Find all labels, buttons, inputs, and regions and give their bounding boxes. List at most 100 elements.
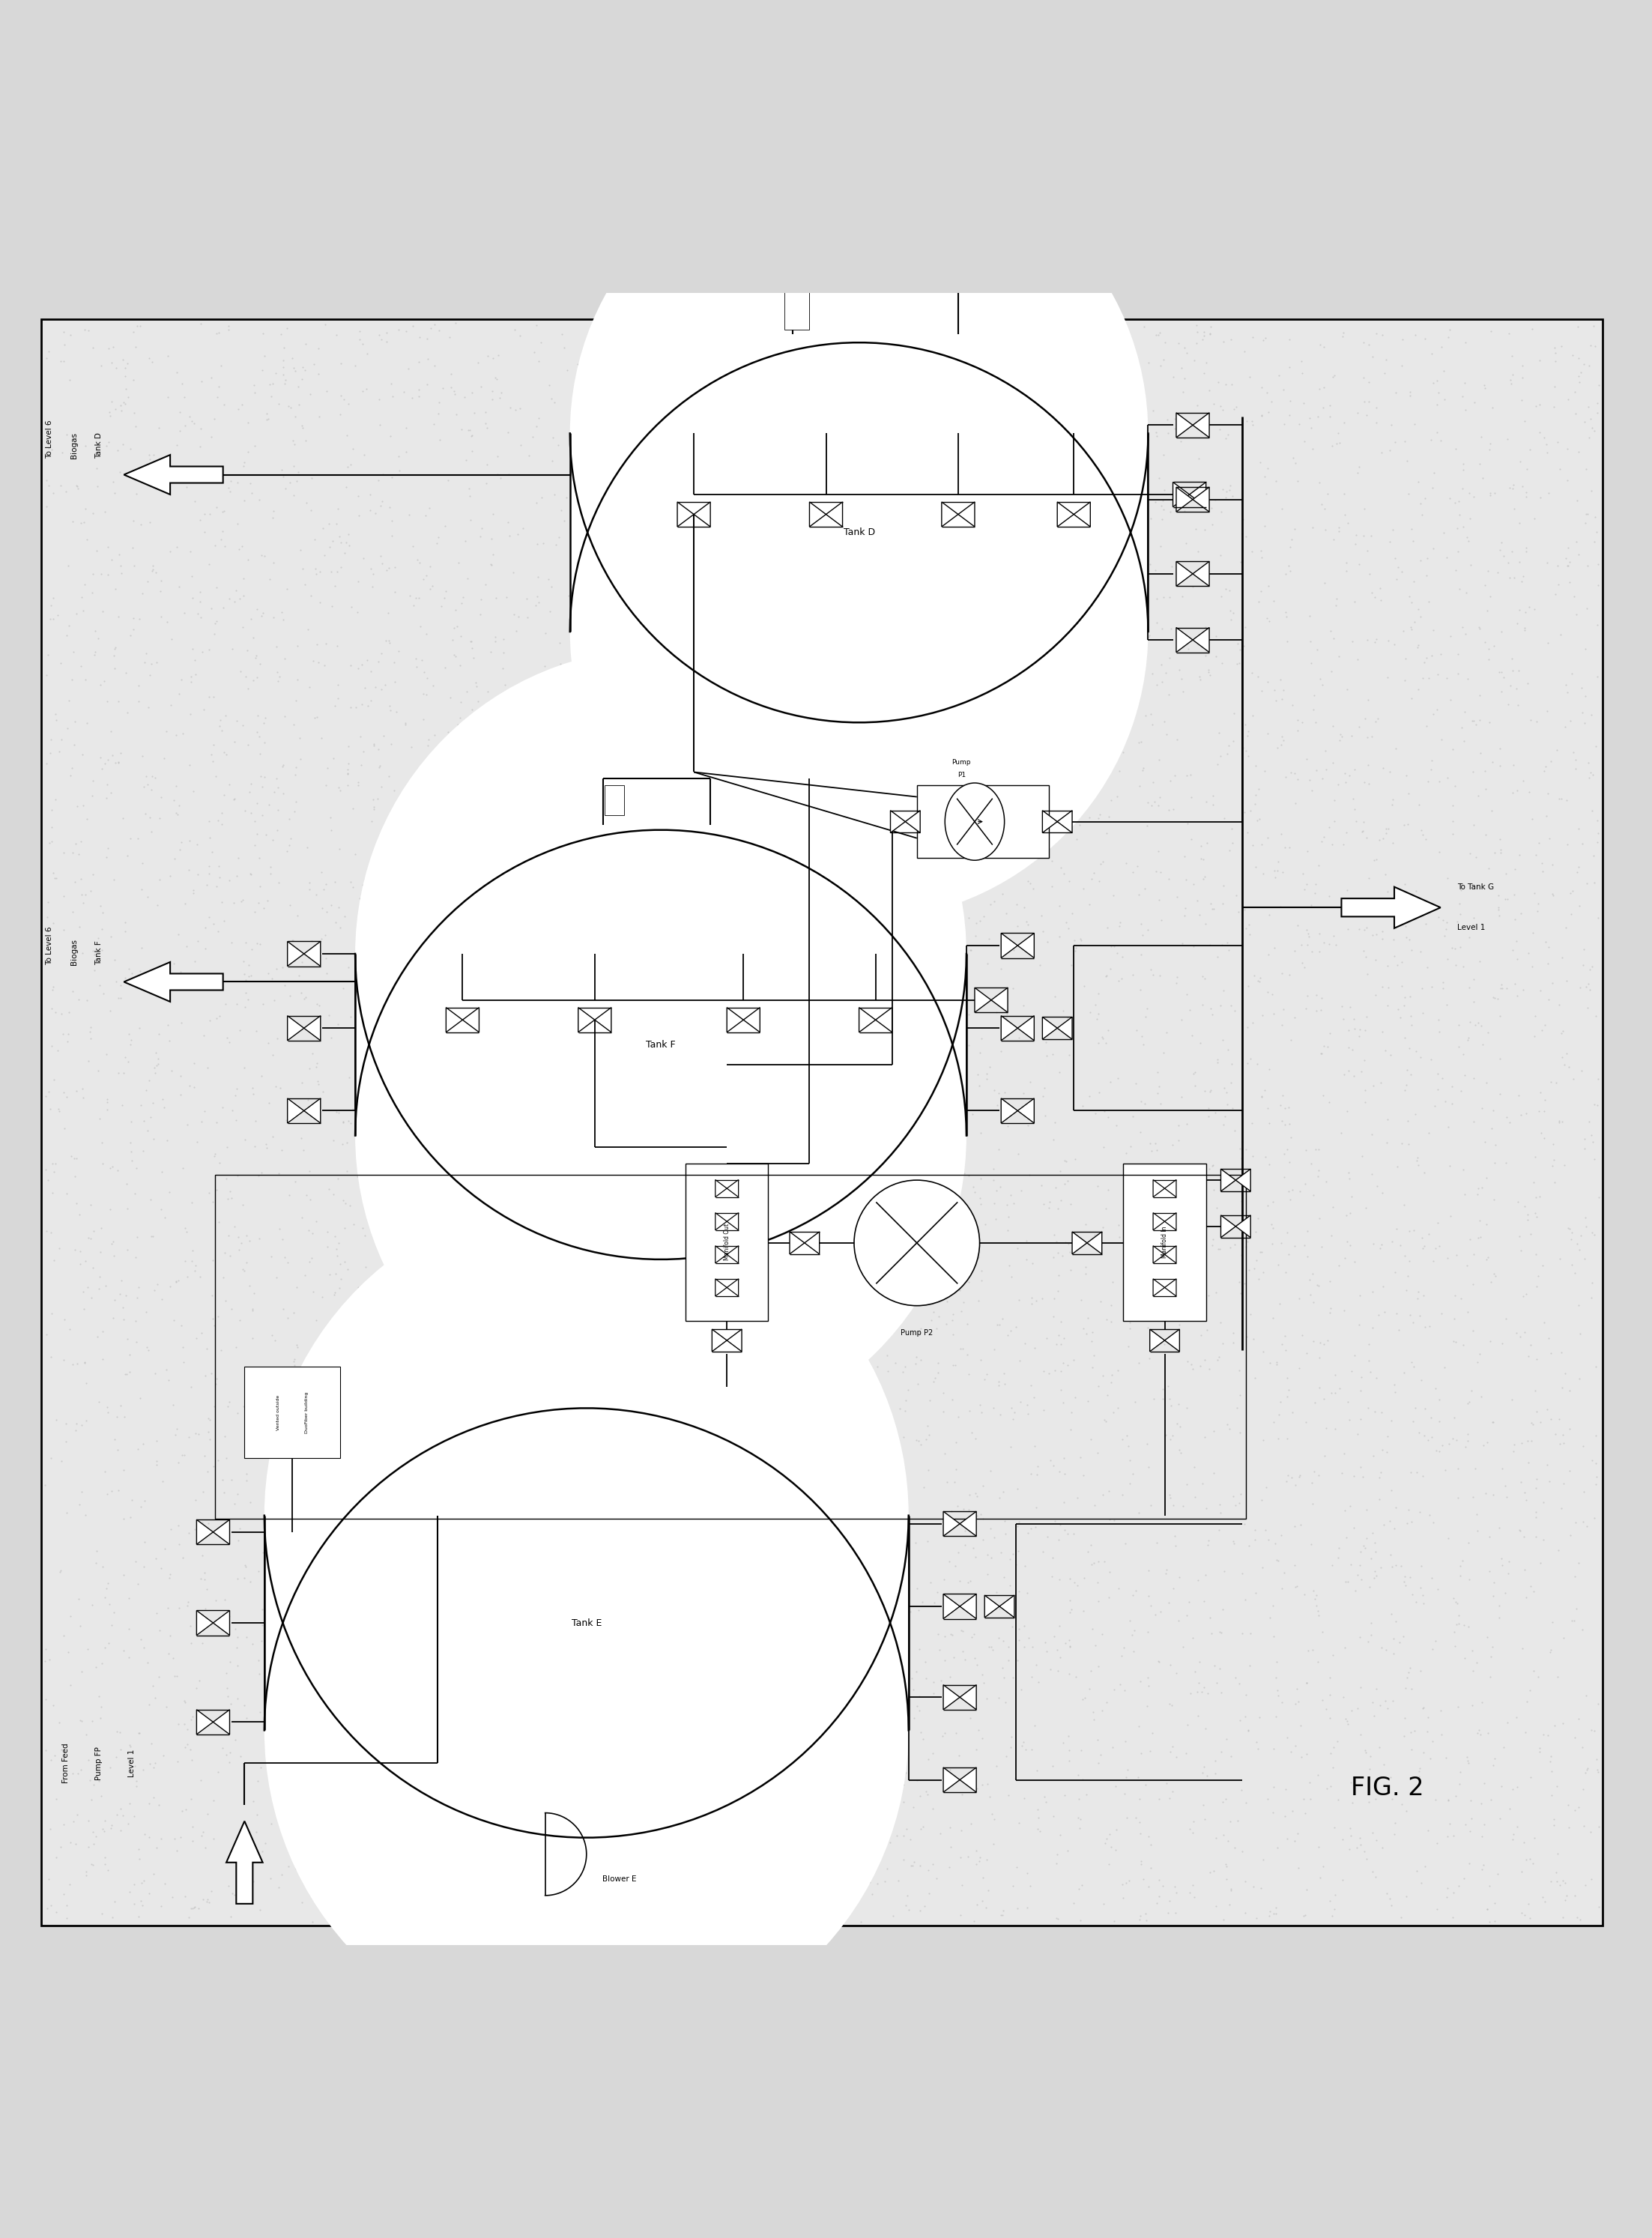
Point [1351, 700, 1378, 736]
Point [1574, 497, 1601, 533]
Point [40, 855, 66, 891]
Point [456, 1484, 482, 1520]
Point [1155, 792, 1181, 828]
Point [590, 703, 616, 739]
Point [314, 750, 340, 786]
Point [1194, 1278, 1221, 1314]
Text: From Feed: From Feed [63, 1743, 69, 1784]
Point [524, 1457, 550, 1493]
Point [1137, 618, 1163, 653]
Point [867, 1647, 894, 1683]
Point [55, 1634, 81, 1670]
Point [788, 1390, 814, 1426]
Point [1345, 454, 1371, 490]
Point [1394, 1506, 1421, 1542]
Point [869, 387, 895, 423]
Point [276, 1755, 302, 1790]
Point [852, 613, 879, 649]
Point [1204, 365, 1231, 401]
Ellipse shape [570, 143, 1148, 723]
Point [144, 645, 170, 680]
Point [233, 1620, 259, 1656]
Polygon shape [715, 1278, 727, 1296]
Point [1416, 660, 1442, 696]
Point [1538, 1063, 1564, 1099]
Point [1077, 994, 1104, 1029]
Point [767, 580, 793, 615]
Point [1437, 618, 1464, 653]
Point [226, 1511, 253, 1546]
Point [506, 1432, 532, 1468]
Point [1485, 888, 1512, 924]
Point [732, 868, 758, 904]
Point [1132, 309, 1158, 345]
Point [1526, 387, 1553, 423]
Point [200, 1448, 226, 1484]
Point [1351, 1043, 1378, 1079]
Point [1374, 873, 1401, 909]
Point [613, 1307, 639, 1343]
Point [821, 345, 847, 380]
Point [1548, 1334, 1574, 1370]
Point [1029, 913, 1056, 949]
Point [919, 676, 945, 712]
Point [187, 430, 213, 466]
Point [325, 1468, 352, 1504]
Point [354, 1457, 380, 1493]
Point [195, 1504, 221, 1540]
Point [416, 1582, 443, 1618]
Point [1391, 1072, 1417, 1108]
Point [818, 1524, 844, 1560]
Point [1142, 783, 1168, 819]
Point [104, 1714, 131, 1750]
Point [1328, 989, 1355, 1025]
Point [1550, 1705, 1576, 1741]
Point [1122, 692, 1148, 727]
Point [244, 1797, 271, 1833]
Point [235, 633, 261, 669]
Point [615, 683, 641, 718]
Point [208, 884, 235, 920]
Point [246, 1365, 273, 1401]
Point [1555, 548, 1581, 584]
Point [1336, 1488, 1363, 1524]
Point [1351, 1085, 1378, 1121]
Point [656, 1388, 682, 1423]
Point [1160, 358, 1186, 394]
Point [1465, 1345, 1492, 1381]
Point [843, 902, 869, 938]
Point [753, 1750, 780, 1786]
Point [705, 463, 732, 499]
Point [895, 1247, 922, 1282]
Point [1039, 340, 1066, 376]
Point [1009, 1074, 1036, 1110]
Point [1128, 1846, 1155, 1882]
Point [292, 423, 319, 459]
Point [575, 982, 601, 1018]
Point [426, 423, 453, 459]
Point [1404, 1148, 1431, 1184]
Point [1348, 1401, 1374, 1437]
Point [838, 1670, 864, 1705]
Point [1322, 358, 1348, 394]
Point [1042, 978, 1069, 1014]
Point [327, 1262, 354, 1298]
Polygon shape [943, 1768, 960, 1793]
Point [699, 1038, 725, 1074]
Point [1368, 1549, 1394, 1585]
Point [730, 1488, 757, 1524]
Point [866, 1515, 892, 1551]
Point [852, 797, 879, 833]
Point [530, 1591, 557, 1627]
Point [1270, 407, 1297, 443]
Point [1439, 1421, 1465, 1457]
Point [1029, 640, 1056, 676]
Point [66, 1247, 93, 1282]
Point [439, 1555, 466, 1591]
Point [957, 707, 983, 743]
Point [487, 1743, 514, 1779]
Point [1252, 1139, 1279, 1175]
Point [1540, 1605, 1566, 1640]
Point [370, 718, 396, 754]
Point [1173, 1106, 1199, 1141]
